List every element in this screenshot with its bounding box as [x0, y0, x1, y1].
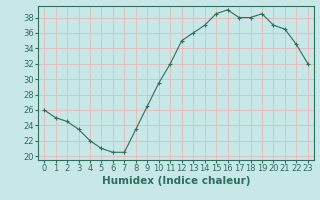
X-axis label: Humidex (Indice chaleur): Humidex (Indice chaleur)	[102, 176, 250, 186]
